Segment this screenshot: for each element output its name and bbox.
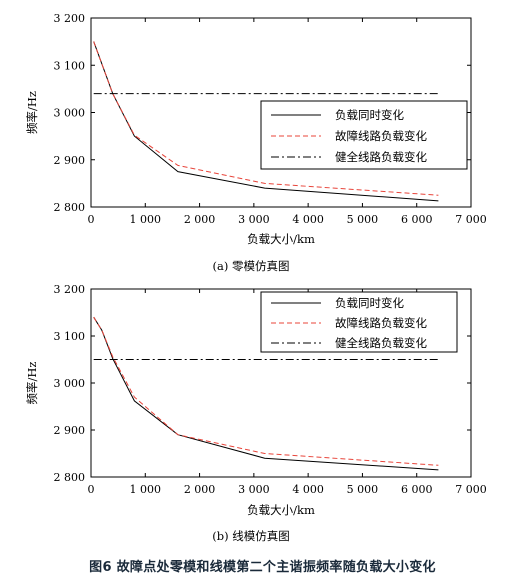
series-line — [93, 41, 439, 202]
y-axis-label: 频率/Hz — [25, 91, 39, 134]
legend-box — [260, 291, 458, 353]
x-tick-label: 1 000 — [130, 483, 162, 496]
x-tick-label: 4 000 — [292, 213, 324, 226]
y-tick-label: 3 100 — [54, 59, 86, 72]
series-line — [93, 316, 439, 466]
series-line — [93, 316, 439, 471]
chart-panel-a: 0 1 000 2 000 3 000 4 000 5 000 6 000 7 000 2 80… — [25, 12, 487, 273]
x-tick-label: 2 000 — [184, 213, 216, 226]
x-tick-label: 1 000 — [130, 213, 162, 226]
x-tick-label: 2 000 — [184, 483, 216, 496]
legend-label: 负载同时变化 — [335, 296, 404, 310]
figure-caption: 图6 故障点处零模和线模第二个主谐振频率随负载大小变化 — [89, 560, 436, 575]
x-tick-label: 5 000 — [347, 483, 379, 496]
y-tick-label: 3 200 — [54, 283, 86, 296]
y-tick-label: 2 800 — [54, 471, 86, 484]
legend-box — [260, 100, 468, 170]
x-tick-label: 3 000 — [238, 213, 270, 226]
x-tick-label: 0 — [88, 483, 95, 496]
y-tick-label: 2 900 — [54, 424, 86, 437]
x-tick-label: 7 000 — [455, 483, 487, 496]
chart-subtitle: (b) 线模仿真图 — [212, 529, 290, 543]
x-tick-label: 3 000 — [238, 483, 270, 496]
y-tick-label: 2 900 — [54, 154, 86, 167]
y-tick-label: 3 000 — [54, 107, 86, 120]
x-tick-label: 0 — [88, 213, 95, 226]
legend-label: 负载同时变化 — [335, 108, 404, 122]
x-tick-label: 5 000 — [347, 213, 379, 226]
legend-label: 故障线路负载变化 — [335, 316, 427, 330]
y-axis-label: 频率/Hz — [25, 362, 39, 405]
x-axis-label: 负载大小/km — [247, 232, 315, 246]
x-tick-label: 7 000 — [455, 213, 487, 226]
series-line — [93, 41, 439, 196]
chart-subtitle: (a) 零模仿真图 — [213, 259, 290, 273]
x-tick-label: 4 000 — [292, 483, 324, 496]
x-tick-label: 6 000 — [401, 213, 433, 226]
y-tick-label: 3 200 — [54, 12, 86, 25]
legend-label: 故障线路负载变化 — [335, 129, 427, 143]
y-tick-label: 3 100 — [54, 330, 86, 343]
x-tick-label: 6 000 — [401, 483, 433, 496]
y-tick-label: 2 800 — [54, 201, 86, 214]
x-axis-label: 负载大小/km — [247, 503, 315, 517]
legend-label: 健全线路负载变化 — [335, 336, 427, 350]
y-tick-label: 3 000 — [54, 377, 86, 390]
legend-label: 健全线路负载变化 — [335, 150, 427, 164]
chart-panel-b: 0 1 000 2 000 3 000 4 000 5 000 6 000 7 000 2 80… — [25, 283, 487, 543]
